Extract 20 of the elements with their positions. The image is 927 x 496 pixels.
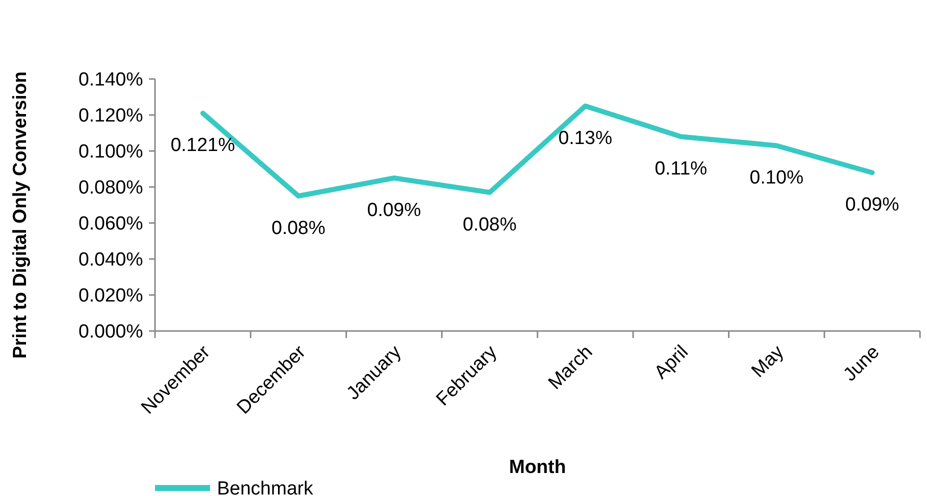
legend-label: Benchmark — [217, 478, 314, 496]
y-tick-label: 0.140% — [78, 70, 144, 91]
data-label: 0.08% — [272, 218, 326, 239]
data-label: 0.11% — [654, 158, 708, 180]
y-tick-label: 0.060% — [78, 214, 144, 235]
y-tick-label: 0.020% — [78, 286, 144, 307]
data-label: 0.09% — [845, 194, 900, 216]
data-label: 0.09% — [367, 200, 422, 221]
x-axis-title: Month — [509, 457, 566, 478]
y-tick-label: 0.120% — [78, 106, 144, 127]
y-axis-title: Print to Digital Only Conversion — [10, 71, 31, 359]
data-label: 0.08% — [462, 214, 517, 236]
data-label: 0.121% — [170, 135, 236, 156]
x-tick-label: May — [748, 341, 788, 382]
data-label: 0.10% — [750, 168, 804, 189]
y-tick-label: 0.000% — [78, 322, 144, 343]
data-label: 0.13% — [558, 128, 612, 149]
y-tick-label: 0.040% — [78, 250, 144, 271]
y-tick-label: 0.080% — [78, 178, 144, 199]
y-tick-label: 0.100% — [78, 142, 144, 163]
